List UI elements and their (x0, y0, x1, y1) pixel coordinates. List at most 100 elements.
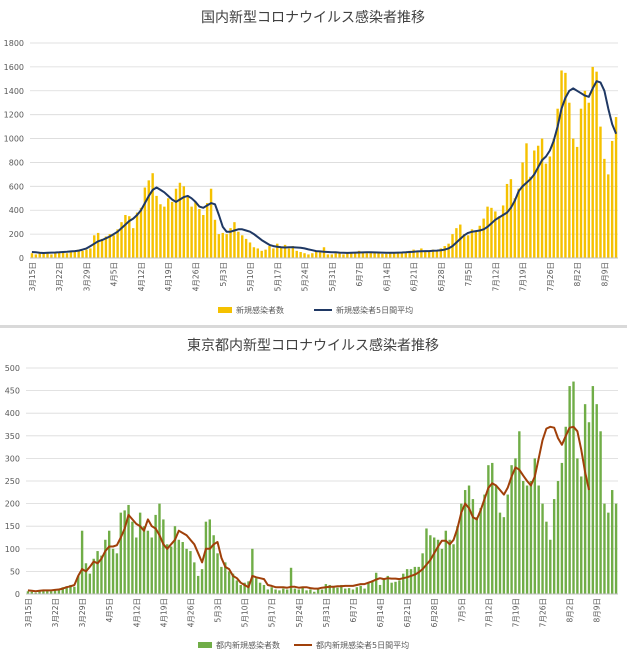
bar (233, 222, 236, 258)
bar (283, 244, 287, 258)
x-tick-label: 6月21日 (403, 598, 412, 627)
bar (548, 156, 552, 258)
bar (193, 562, 196, 594)
x-tick-label: 8月2日 (573, 262, 582, 287)
bar (50, 254, 53, 258)
bar (244, 238, 248, 258)
bar (147, 180, 150, 258)
bar (568, 386, 571, 594)
bar (533, 458, 537, 594)
bar (374, 572, 378, 594)
bar (235, 580, 239, 594)
bar (498, 512, 502, 594)
bar (315, 250, 318, 258)
bar (30, 253, 34, 258)
bar (436, 539, 440, 594)
bar (135, 212, 139, 258)
bar (305, 590, 308, 594)
bar (42, 590, 45, 594)
bar (409, 569, 413, 594)
bar (595, 71, 598, 259)
bar (560, 462, 564, 594)
bar (568, 102, 571, 258)
x-tick-label: 4月5日 (110, 262, 119, 287)
bar (311, 253, 314, 258)
bar (225, 234, 228, 258)
bar (301, 587, 304, 594)
bar (381, 253, 384, 258)
bar (216, 553, 219, 594)
bar (498, 216, 501, 258)
bar (377, 253, 380, 258)
national-chart: 国内新型コロナウイルス感染者推移 0 200 400 600 800 1000 1200 140… (4, 9, 618, 315)
bar (143, 187, 147, 258)
bar (545, 521, 548, 594)
y-tick-label: 400 (9, 206, 24, 215)
bar (46, 589, 49, 594)
bar (54, 253, 57, 258)
bar (552, 499, 556, 594)
bar (154, 514, 157, 594)
bar (607, 174, 610, 258)
bar (591, 66, 594, 258)
x-tick-label: 7月12日 (491, 262, 500, 291)
y-tick-label: 300 (5, 454, 20, 463)
x-tick-label: 5月24日 (301, 262, 310, 291)
bar (170, 201, 174, 258)
chart-title: 国内新型コロナウイルス感染者推移 (201, 9, 425, 26)
x-tick-label: 5月3日 (219, 262, 228, 287)
bar (146, 530, 150, 594)
bar (470, 229, 474, 258)
x-tick-label: 6月21日 (410, 262, 419, 291)
bar (361, 252, 365, 258)
bar (291, 246, 295, 258)
x-tick-label: 6月14日 (376, 598, 385, 627)
y-tick-label: 150 (5, 522, 20, 531)
bar (155, 195, 158, 258)
bar (483, 494, 486, 594)
bar (93, 235, 96, 258)
bar (61, 252, 65, 258)
bar (200, 569, 204, 594)
bar (30, 591, 34, 594)
bar (61, 587, 64, 594)
bar (336, 587, 339, 594)
bar (34, 592, 37, 594)
bar (400, 252, 404, 258)
bar (386, 575, 389, 594)
bar (440, 548, 444, 594)
bar (359, 585, 362, 594)
bar (182, 186, 186, 258)
x-tick-label: 6月28日 (437, 262, 446, 291)
bar (324, 584, 328, 594)
bar (260, 250, 263, 258)
x-tick-label: 3月22日 (55, 262, 64, 291)
bar (151, 173, 154, 258)
bar (123, 510, 126, 594)
bar (417, 566, 420, 594)
bar (501, 205, 505, 258)
bar (572, 381, 575, 594)
bar (540, 138, 544, 258)
x-tick-label: 7月26日 (539, 598, 548, 627)
bar (297, 589, 300, 594)
bar (552, 138, 555, 258)
bar (159, 204, 162, 258)
bar (174, 188, 178, 258)
bar (142, 526, 146, 594)
bar (513, 198, 517, 258)
bar (81, 250, 84, 258)
x-tick-label: 4月19日 (159, 598, 168, 627)
bar (467, 485, 471, 594)
bar (494, 485, 498, 594)
bar (73, 586, 76, 594)
bar (255, 578, 258, 594)
bar (482, 218, 485, 258)
x-tick-label: 3月15日 (28, 262, 37, 291)
bar (471, 499, 475, 594)
bar (287, 248, 291, 258)
x-tick-label: 3月29日 (78, 598, 87, 627)
bar (239, 584, 242, 594)
bar (544, 163, 548, 258)
bar (307, 254, 310, 258)
